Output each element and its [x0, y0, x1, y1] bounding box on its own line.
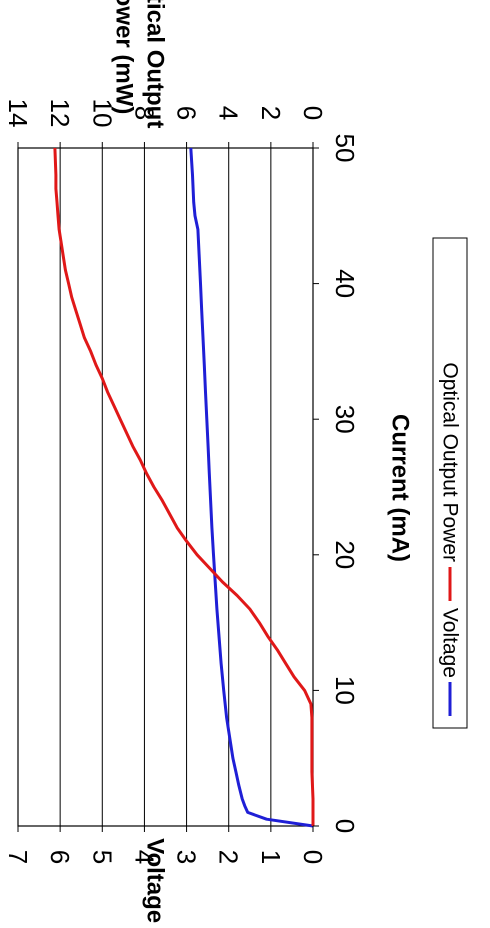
y-axis-right-title-line-2: Power (mW) [111, 0, 138, 114]
y-right-tick-label: 12 [45, 99, 75, 128]
y-left-tick-label: 2 [214, 850, 244, 864]
y-left-tick-label: 5 [87, 850, 117, 864]
y-axis-left-title: Voltage (V) [142, 838, 169, 928]
x-tick-label: 10 [330, 676, 360, 705]
y-right-tick-label: 2 [256, 106, 286, 120]
x-tick-label: 50 [330, 134, 360, 163]
series-line-voltage [189, 147, 314, 828]
y-right-tick-label: 8 [129, 106, 159, 120]
legend-label-optical-output-power: Optical Output Power [439, 362, 462, 562]
x-tick-label: 40 [330, 269, 360, 298]
series-line-optical-output-power [53, 147, 315, 826]
x-tick-label: 20 [330, 540, 360, 569]
y-left-tick-label: 6 [45, 850, 75, 864]
y-left-tick-label: 7 [3, 850, 33, 864]
legend-label-voltage: Voltage [439, 608, 462, 678]
x-tick-label: 30 [330, 405, 360, 434]
y-left-tick-label: 1 [256, 850, 286, 864]
plot-area [17, 147, 315, 828]
legend: Voltage Optical Output Power [432, 237, 468, 729]
x-tick-label: 0 [330, 819, 360, 833]
x-axis-title: Current (mA) [387, 414, 414, 562]
x-axis-ticks: 0 10 20 30 40 50 [313, 134, 360, 833]
y-axis-right-title: Optical Output Power (mW) [111, 0, 169, 128]
legend-box [432, 237, 468, 729]
y-right-tick-label: 4 [214, 106, 244, 120]
y-right-tick-label: 10 [87, 99, 117, 128]
y-left-tick-label: 3 [172, 850, 202, 864]
y-right-tick-label: 14 [3, 99, 33, 128]
series-layer [53, 147, 315, 828]
y-axis-right-title-line-1: Optical Output [142, 0, 169, 128]
y-left-tick-label: 4 [129, 850, 159, 864]
gridlines [59, 148, 272, 826]
y-right-tick-label: 6 [172, 106, 202, 120]
plot-frame [17, 147, 314, 827]
y-right-tick-label: 0 [298, 106, 328, 120]
y-left-tick-label: 0 [298, 850, 328, 864]
